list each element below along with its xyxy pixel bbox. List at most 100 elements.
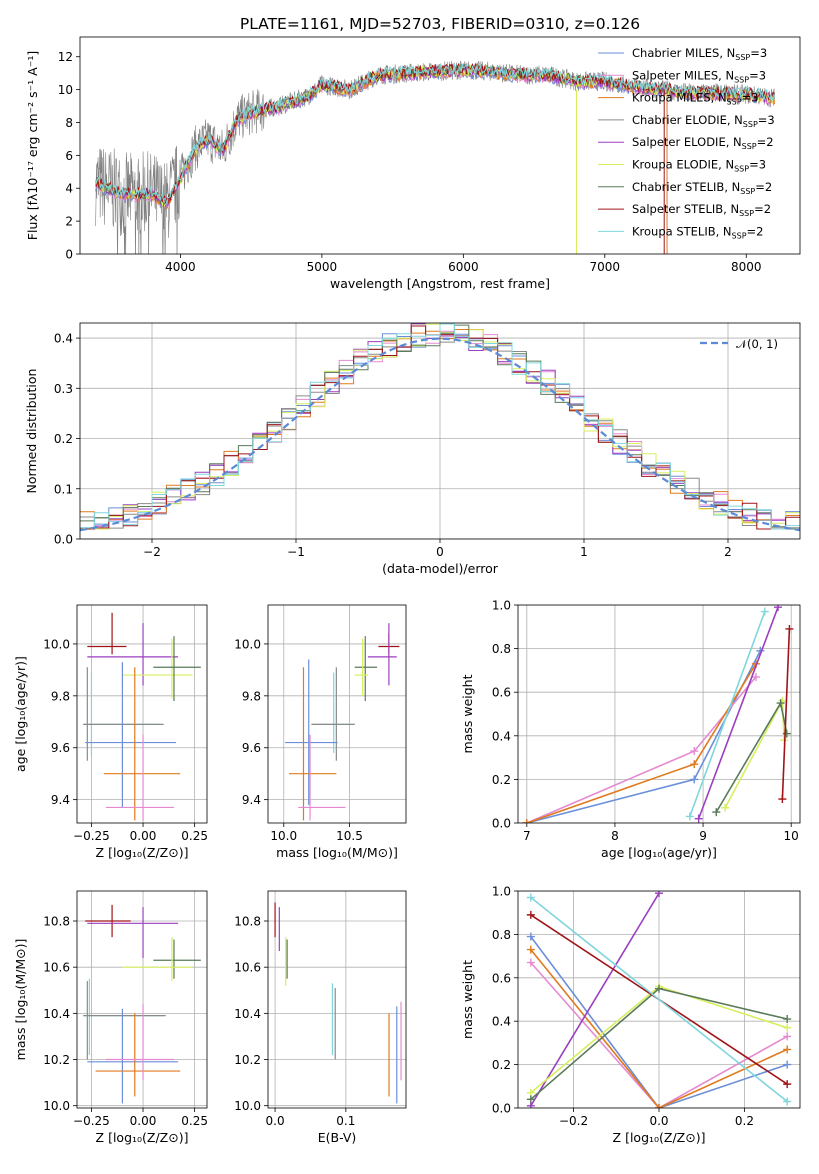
figure-title: PLATE=1161, MJD=52703, FIBERID=0310, z=0… [240, 15, 640, 33]
marker-kroupa_miles [783, 1045, 792, 1054]
y-tick-label: 9.4 [242, 793, 261, 807]
y-tick-label: 0.1 [54, 482, 73, 496]
y-tick-label: 10.6 [234, 961, 261, 975]
marker-chabrier_stelib [783, 1015, 792, 1024]
y-tick-label: 0 [65, 248, 73, 262]
series-line-salpeter_elodie [697, 606, 779, 819]
y-tick-label: 2 [65, 215, 73, 229]
y-tick-label: 0.4 [54, 332, 73, 346]
y-axis-label: mass weight [460, 674, 475, 753]
y-tick-label: 10.2 [234, 1053, 261, 1067]
x-tick-label: 7000 [590, 260, 621, 274]
histogram-kroupa_stelib [80, 323, 800, 530]
age_vs_Z-chart: −0.25 0.00 0.25 9.4 9.6 9.8 10.0 Z [log₁₀(Z/Z⊙)… [13, 604, 208, 860]
y-axis-label: Normed distribution [24, 369, 39, 494]
x-tick-label: 7 [523, 829, 531, 843]
x-tick-label: 0.00 [130, 829, 157, 843]
marker-chabrier_miles [690, 775, 699, 784]
marker-salpeter_miles [783, 1032, 792, 1041]
x-axis-label: mass [log₁₀(M/M⊙)] [276, 845, 398, 860]
y-tick-label: 0.8 [492, 928, 511, 942]
y-tick-label: 9.8 [51, 689, 70, 703]
marker-kroupa_miles [522, 819, 531, 823]
mass_vs_Z-chart: −0.25 0.00 0.25 10.0 10.2 10.4 10.6 10.8 Z [log₁… [13, 890, 208, 1145]
marker-salpeter_stelib [526, 910, 535, 919]
marker-chabrier_stelib [712, 808, 721, 817]
legend-gaussian-label: 𝒩(0, 1) [736, 337, 778, 351]
y-axis-label: age [log₁₀(age/yr)] [13, 656, 28, 772]
legend-label-kroupa_miles: Kroupa MILES, NSSP=3 [632, 91, 758, 107]
marker-salpeter_elodie [655, 891, 663, 898]
x-tick-label: 0.0 [266, 1114, 285, 1128]
mass_vs_Z-plot-area [77, 891, 207, 1108]
y-tick-label: 4 [65, 182, 73, 196]
y-tick-label: 10.2 [43, 1053, 70, 1067]
marker-salpeter_miles [526, 958, 535, 967]
y-tick-label: 10.0 [43, 1099, 70, 1113]
marker-kroupa_elodie [721, 803, 730, 812]
spectrum-legend: Chabrier MILES, NSSP=3 Salpeter MILES, NS… [598, 46, 775, 240]
y-tick-label: 10.8 [234, 915, 261, 929]
x-axis-label: E(B-V) [318, 1130, 357, 1145]
series-line-salpeter_miles [530, 962, 788, 1108]
marker-kroupa_stelib [760, 607, 769, 616]
marker-kroupa_stelib [526, 893, 535, 902]
series-line-kroupa_stelib [530, 896, 788, 1103]
y-tick-label: 9.6 [242, 741, 261, 755]
x-axis-label: (data-model)/error [382, 561, 499, 576]
y-tick-label: 1.0 [492, 599, 511, 613]
model-spectrum-kroupa_stelib [95, 63, 775, 205]
histogram-chabrier_stelib [80, 324, 800, 530]
y-tick-label: 0.2 [54, 432, 73, 446]
y-axis-label: mass [log₁₀(M/M⊙)] [13, 939, 28, 1061]
x-tick-label: −0.25 [73, 1114, 110, 1128]
y-tick-label: 10.4 [43, 1007, 70, 1021]
y-tick-label: 10.0 [234, 1099, 261, 1113]
y-tick-label: 10.0 [234, 637, 261, 651]
x-tick-label: −1 [287, 545, 305, 559]
y-axis-label: mass weight [460, 960, 475, 1039]
x-axis-label: wavelength [Angstrom, rest frame] [330, 276, 550, 291]
marker-chabrier_miles [526, 932, 535, 941]
marker-chabrier_stelib [655, 984, 663, 993]
spectrum-chart: Chabrier MILES, NSSP=3 Salpeter MILES, NS… [25, 36, 801, 291]
x-tick-label: 4000 [165, 260, 196, 274]
y-tick-label: 8 [65, 116, 73, 130]
y-tick-label: 10.4 [234, 1007, 261, 1021]
age_vs_Z-frame [76, 604, 208, 824]
x-tick-label: −2 [143, 545, 161, 559]
y-tick-label: 0.6 [492, 686, 511, 700]
marker-chabrier_stelib [776, 699, 785, 708]
x-tick-label: 8000 [731, 260, 762, 274]
x-tick-label: −0.25 [73, 829, 110, 843]
legend-label-kroupa_elodie: Kroupa ELODIE, NSSP=3 [632, 158, 766, 174]
series-line-chabrier_miles [530, 936, 788, 1108]
legend-label-chabrier_elodie: Chabrier ELODIE, NSSP=3 [632, 113, 775, 129]
series-line-salpeter_miles [526, 676, 757, 823]
x-tick-label: 6000 [448, 260, 479, 274]
marker-kroupa_stelib [685, 812, 694, 821]
residuals-plot-area [80, 323, 800, 539]
legend-label-salpeter_miles: Salpeter MILES, NSSP=3 [632, 68, 766, 84]
residuals-chart: 𝒩(0, 1) −2 −1 0 1 2 0.0 0.1 0.2 0.3 0.4 (data-model… [24, 322, 801, 576]
y-tick-label: 0.0 [492, 817, 511, 831]
mass_weight_vs_age-chart: 7 8 9 10 0.0 0.2 0.4 0.6 0.8 1.0 age [log₁₀(age/yr… [460, 599, 801, 860]
legend-label-salpeter_elodie: Salpeter ELODIE, NSSP=2 [632, 135, 774, 151]
x-tick-label: 0.1 [336, 1114, 355, 1128]
y-tick-label: 10.6 [43, 961, 70, 975]
y-tick-label: 9.4 [51, 793, 70, 807]
x-tick-label: 2 [724, 545, 732, 559]
model-spectrum-salpeter_stelib [95, 62, 775, 204]
marker-chabrier_stelib [782, 729, 791, 738]
marker-salpeter_elodie [773, 605, 782, 612]
y-tick-label: 9.6 [51, 741, 70, 755]
x-tick-label: 9 [699, 829, 707, 843]
y-tick-label: 10.8 [43, 915, 70, 929]
y-tick-label: 0.0 [54, 533, 73, 547]
mass_vs_ebv-plot-area [268, 891, 406, 1108]
y-tick-label: 0.0 [492, 1102, 511, 1116]
y-tick-label: 0.6 [492, 971, 511, 985]
marker-salpeter_stelib [785, 624, 794, 633]
series-line-salpeter_elodie [530, 892, 660, 1107]
mass_vs_Z-frame [76, 890, 208, 1109]
